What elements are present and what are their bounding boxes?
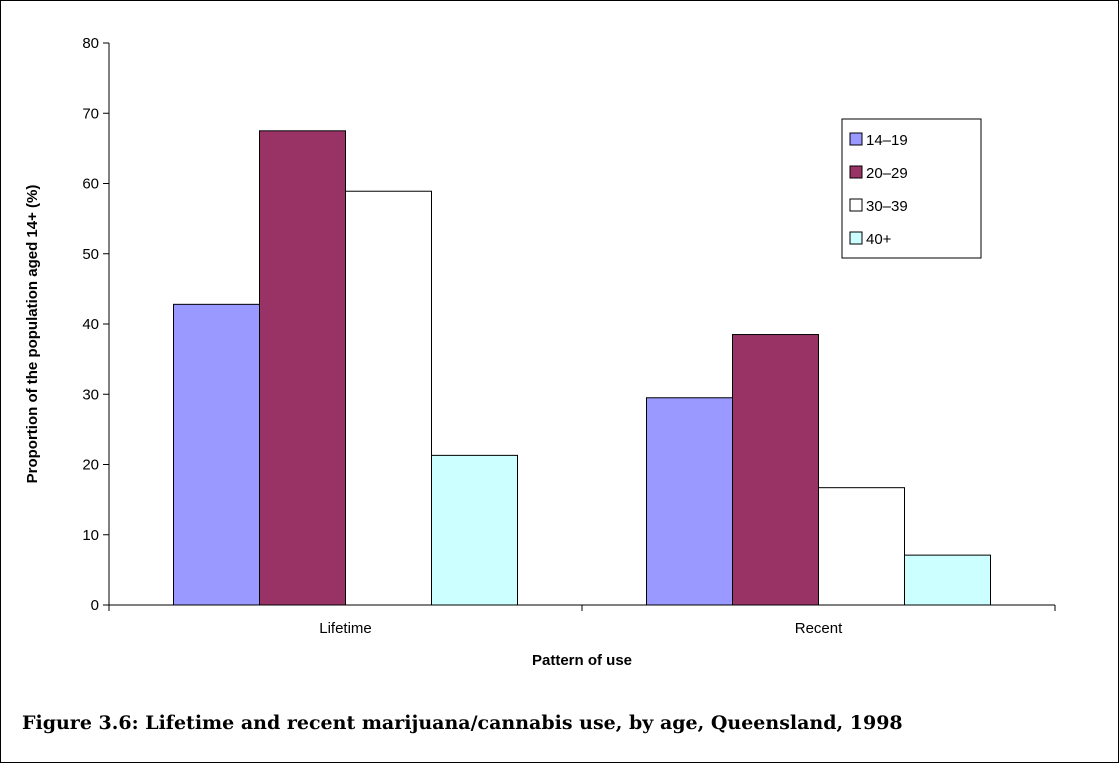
y-tick-label: 60 [82, 176, 99, 193]
bar [646, 397, 733, 606]
legend-label: 14–19 [866, 132, 908, 149]
category-label: Recent [795, 620, 843, 637]
y-tick-label: 20 [82, 457, 99, 474]
y-tick-label: 70 [82, 105, 99, 122]
legend-swatch [849, 231, 863, 245]
legend-swatch [849, 198, 863, 212]
y-tick-label: 30 [82, 386, 99, 403]
bar [904, 554, 991, 606]
figure-caption: Figure 3.6: Lifetime and recent marijuan… [22, 712, 903, 734]
legend-swatch [849, 165, 863, 179]
legend-swatch [849, 132, 863, 146]
legend: 14–19 20–29 30–39 40+ [841, 118, 982, 259]
y-tick-label: 80 [82, 35, 99, 52]
y-tick-label: 0 [91, 597, 99, 614]
x-axis-title: Pattern of use [532, 652, 632, 669]
legend-label: 30–39 [866, 198, 908, 215]
legend-label: 40+ [866, 231, 892, 248]
y-tick-label: 50 [82, 246, 99, 263]
bar [259, 130, 346, 606]
bar [732, 334, 819, 606]
y-tick-label: 40 [82, 316, 99, 333]
legend-label: 20–29 [866, 165, 908, 182]
y-tick-label: 10 [82, 527, 99, 544]
category-label: Lifetime [319, 620, 372, 637]
bar [345, 190, 432, 606]
bar [431, 454, 518, 606]
chart-bars [173, 130, 991, 606]
bar [173, 303, 260, 606]
y-axis-title: Proportion of the population aged 14+ (%… [24, 185, 41, 484]
bar [818, 487, 905, 606]
legend-box [841, 118, 982, 259]
chart-ticks: 0 10 20 30 40 50 60 70 80 Lifetime Recent [82, 35, 1056, 637]
